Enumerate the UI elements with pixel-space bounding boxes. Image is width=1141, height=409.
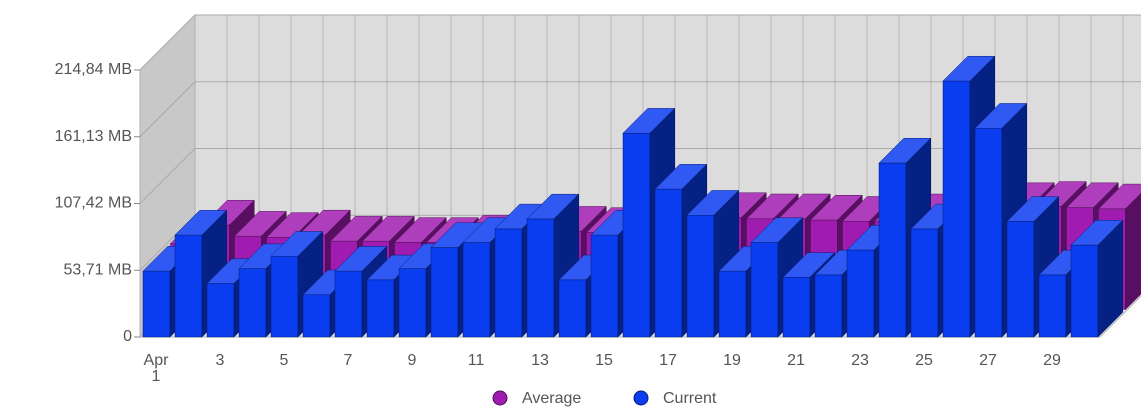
bar-front: [526, 218, 555, 338]
bar-front: [910, 228, 939, 338]
bar-front: [398, 268, 427, 338]
bar-front: [558, 279, 587, 338]
bar-front: [782, 277, 811, 338]
bar-front: [942, 80, 971, 338]
y-tick-label: 214,84 MB: [55, 61, 132, 78]
grid-line: [139, 148, 1141, 204]
bar-front: [590, 234, 619, 338]
y-tick-label: 0: [123, 328, 132, 345]
x-tick-label-line: 1: [152, 368, 161, 385]
bar-front: [718, 270, 747, 338]
bar-front: [270, 255, 299, 338]
bar-side: [1097, 219, 1123, 338]
y-tick-label: 161,13 MB: [55, 128, 132, 145]
bar-front: [622, 132, 651, 338]
x-tick-label-source: 29: [1043, 352, 1061, 369]
y-tick-label: 53,71 MB: [64, 261, 132, 278]
bar-front: [366, 279, 395, 338]
bar-front: [814, 274, 843, 338]
bar-top: [1097, 183, 1141, 210]
x-tick-label-source: 17: [659, 352, 677, 369]
bar-front: [878, 162, 907, 338]
bar-front: [430, 247, 459, 338]
x-tick-label-source: 19: [723, 352, 741, 369]
bar-front: [1038, 274, 1067, 338]
legend-swatch: [492, 390, 508, 406]
bar-front: [1006, 221, 1035, 338]
bar: [1070, 219, 1124, 338]
x-tick-label-source: 11: [468, 352, 485, 369]
x-tick-label-source: Apr 1: [144, 352, 170, 385]
legend-swatch: [633, 390, 649, 406]
x-tick-label-source: 21: [787, 352, 805, 369]
x-tick-label-source: 3: [216, 352, 225, 369]
bar-front: [1070, 244, 1099, 338]
x-tick-label-source: 13: [531, 352, 549, 369]
x-tick-label-line: Apr: [144, 352, 170, 369]
bar-front: [238, 268, 267, 338]
bar-front: [654, 188, 683, 338]
bar-front: [462, 242, 491, 338]
legend-label: Current: [663, 390, 717, 407]
bar-side: [1125, 192, 1141, 311]
y-tick-label: 107,42 MB: [55, 195, 132, 212]
x-tick-label-source: 15: [595, 352, 613, 369]
bar-front: [494, 228, 523, 338]
x-tick-label-source: 9: [408, 352, 417, 369]
x-tick-label-source: 27: [979, 352, 997, 369]
bar-front: [750, 242, 779, 338]
x-tick-label-source: 7: [344, 352, 353, 369]
grid-line: [139, 14, 1141, 71]
bar-front: [206, 283, 235, 338]
x-tick-label-source: 5: [280, 352, 289, 369]
bar-front: [302, 294, 331, 338]
bar-front: [846, 249, 875, 338]
bar-front: [334, 270, 363, 338]
bar: [622, 107, 676, 338]
legend-label: Average: [522, 390, 581, 407]
x-tick-label-source: 23: [851, 352, 869, 369]
bar-front: [974, 127, 1003, 338]
bar-front: [174, 234, 203, 338]
bar-front: [686, 214, 715, 338]
grid-line: [139, 81, 1141, 138]
bar-front: [142, 270, 171, 338]
x-tick-label-source: 25: [915, 352, 933, 369]
